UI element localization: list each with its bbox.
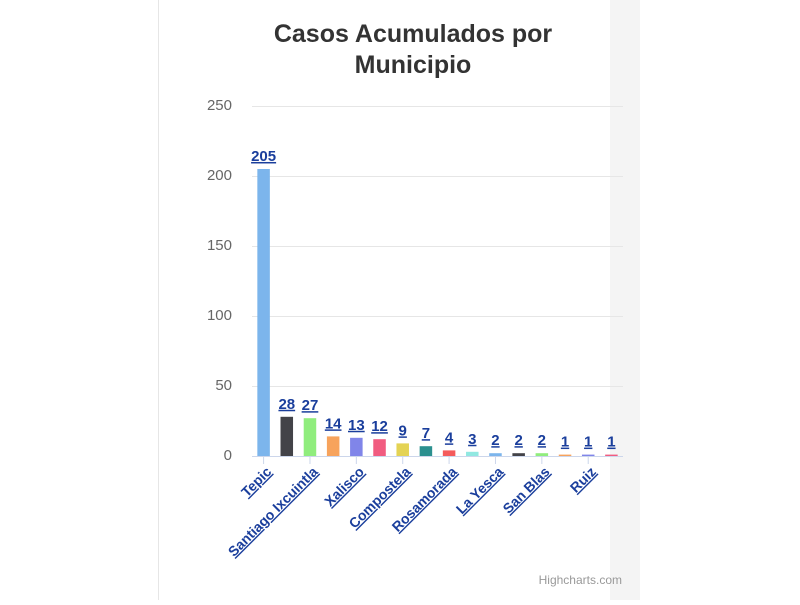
y-tick-label: 250 — [207, 97, 232, 114]
x-tick-label[interactable]: Ruiz — [567, 463, 599, 495]
data-label[interactable]: 2 — [514, 432, 522, 449]
data-label[interactable]: 9 — [399, 422, 407, 439]
data-label[interactable]: 205 — [251, 148, 276, 165]
bar — [535, 453, 549, 456]
data-label[interactable]: 12 — [371, 418, 388, 435]
bar — [419, 446, 433, 456]
x-tick-label[interactable]: La Yesca — [453, 463, 507, 517]
bar — [466, 451, 479, 456]
credits[interactable]: Highcharts.com — [539, 573, 622, 587]
bar — [396, 443, 409, 456]
bar — [442, 450, 456, 456]
data-label[interactable]: 28 — [278, 396, 295, 413]
y-tick-label: 200 — [207, 167, 232, 184]
x-tick-label[interactable]: San Blas — [499, 463, 552, 516]
bar — [605, 454, 618, 456]
bar — [303, 418, 317, 456]
data-label[interactable]: 14 — [325, 415, 342, 432]
chart-title: Casos Acumulados por Municipio — [274, 20, 553, 79]
bar — [512, 453, 525, 456]
bar — [581, 454, 595, 456]
data-label[interactable]: 7 — [422, 425, 430, 442]
data-label[interactable]: 27 — [302, 397, 319, 414]
y-tick-label: 150 — [207, 237, 232, 254]
data-label[interactable]: 13 — [348, 417, 365, 434]
bar — [280, 416, 294, 456]
y-tick-label: 100 — [207, 307, 232, 324]
data-label[interactable]: 4 — [445, 429, 454, 446]
data-label[interactable]: 3 — [468, 431, 476, 448]
x-tick-label[interactable]: Tepic — [238, 463, 275, 500]
bar — [326, 436, 340, 456]
data-label[interactable]: 2 — [538, 432, 546, 449]
bar — [489, 453, 502, 456]
bar — [350, 437, 363, 456]
bar — [257, 169, 270, 456]
panel-edge — [610, 0, 640, 600]
data-label[interactable]: 2 — [491, 432, 499, 449]
x-tick-label[interactable]: Xalisco — [321, 463, 367, 509]
y-tick-label: 50 — [215, 377, 232, 394]
bar — [373, 439, 386, 456]
bar — [558, 454, 572, 456]
x-tick-label[interactable]: Santiago Ixcuintla — [225, 463, 321, 559]
data-label[interactable]: 1 — [584, 434, 592, 451]
y-tick-label: 0 — [224, 447, 232, 464]
data-label[interactable]: 1 — [607, 434, 615, 451]
data-label[interactable]: 1 — [561, 434, 569, 451]
